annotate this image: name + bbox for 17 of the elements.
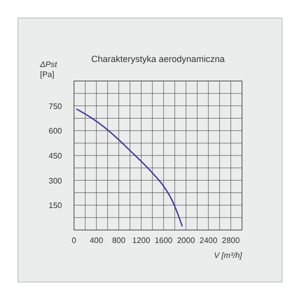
x-tick-label: 400 bbox=[90, 236, 104, 245]
chart-title: Charakterystyka aerodynamiczna bbox=[91, 54, 225, 64]
y-tick-label: 750 bbox=[48, 102, 63, 111]
x-tick-label: 2000 bbox=[177, 236, 196, 245]
x-tick-label: 1200 bbox=[132, 236, 151, 245]
x-tick-label: 800 bbox=[112, 236, 126, 245]
y-tick-label: 300 bbox=[48, 176, 63, 186]
y-tick-label: 150 bbox=[48, 201, 63, 210]
x-axis-title: V [m³/h] bbox=[214, 251, 243, 260]
y-tick-label: 600 bbox=[48, 126, 63, 136]
y-tick-label: 450 bbox=[48, 152, 63, 160]
x-tick-label: 1600 bbox=[154, 236, 174, 245]
x-tick-label: 2400 bbox=[200, 236, 218, 245]
line-series bbox=[76, 108, 183, 227]
y-axis-title: ΔPst [Pa] bbox=[39, 60, 58, 79]
x-tick-label: 0 bbox=[72, 236, 77, 245]
x-tick-label: 2800 bbox=[222, 236, 240, 245]
